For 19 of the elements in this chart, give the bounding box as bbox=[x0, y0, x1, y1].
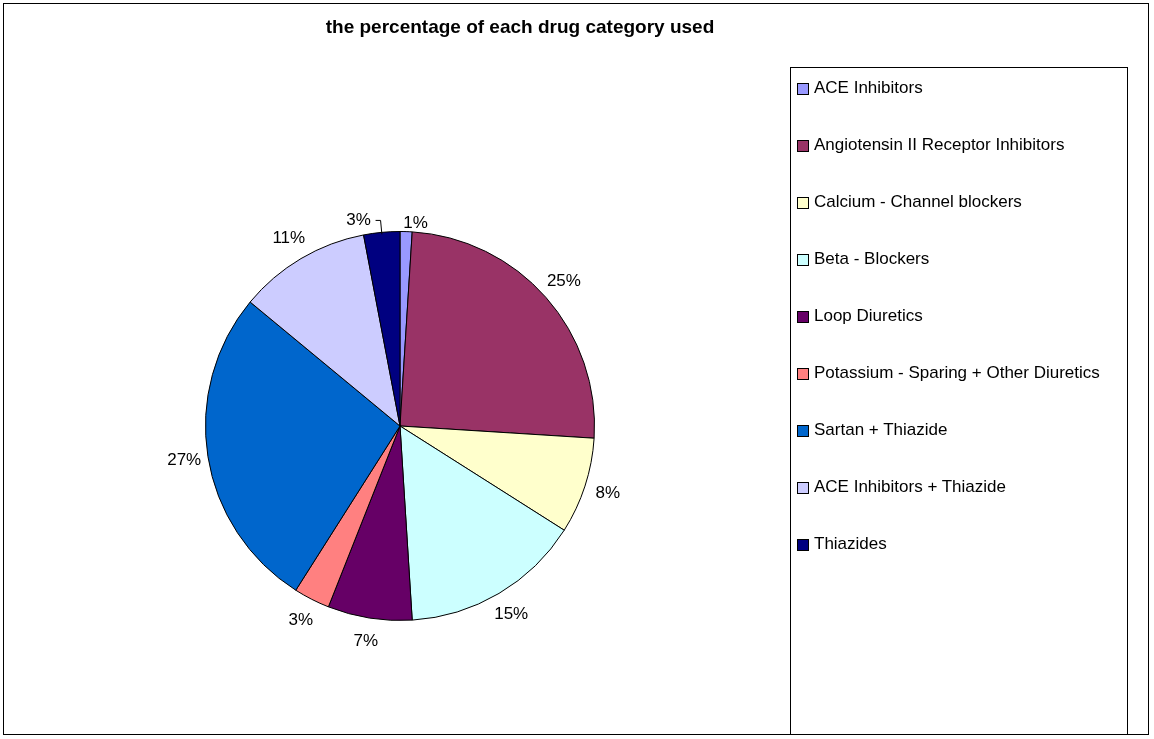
legend-label: Sartan + Thiazide bbox=[814, 419, 948, 441]
data-label: 25% bbox=[546, 271, 581, 291]
legend-label: ACE Inhibitors + Thiazide bbox=[814, 476, 1006, 498]
data-label: 11% bbox=[272, 227, 306, 247]
data-label: 27% bbox=[167, 449, 202, 469]
legend-label: Potassium - Sparing + Other Diuretics bbox=[814, 362, 1100, 384]
legend-label: Calcium - Channel blockers bbox=[814, 191, 1022, 213]
chart-title: the percentage of each drug category used bbox=[324, 16, 716, 38]
legend-label: Thiazides bbox=[814, 533, 887, 555]
legend-label: Loop Diuretics bbox=[814, 305, 923, 327]
data-label: 15% bbox=[494, 603, 529, 623]
legend-label: ACE Inhibitors bbox=[814, 77, 923, 99]
data-label: 8% bbox=[595, 483, 621, 503]
data-label: 7% bbox=[353, 631, 379, 651]
legend-label: Angiotensin II Receptor Inhibitors bbox=[814, 134, 1065, 156]
data-label: 3% bbox=[346, 210, 371, 230]
data-label: 1% bbox=[403, 213, 428, 233]
legend-label: Beta - Blockers bbox=[814, 248, 930, 270]
data-label: 3% bbox=[288, 610, 314, 630]
